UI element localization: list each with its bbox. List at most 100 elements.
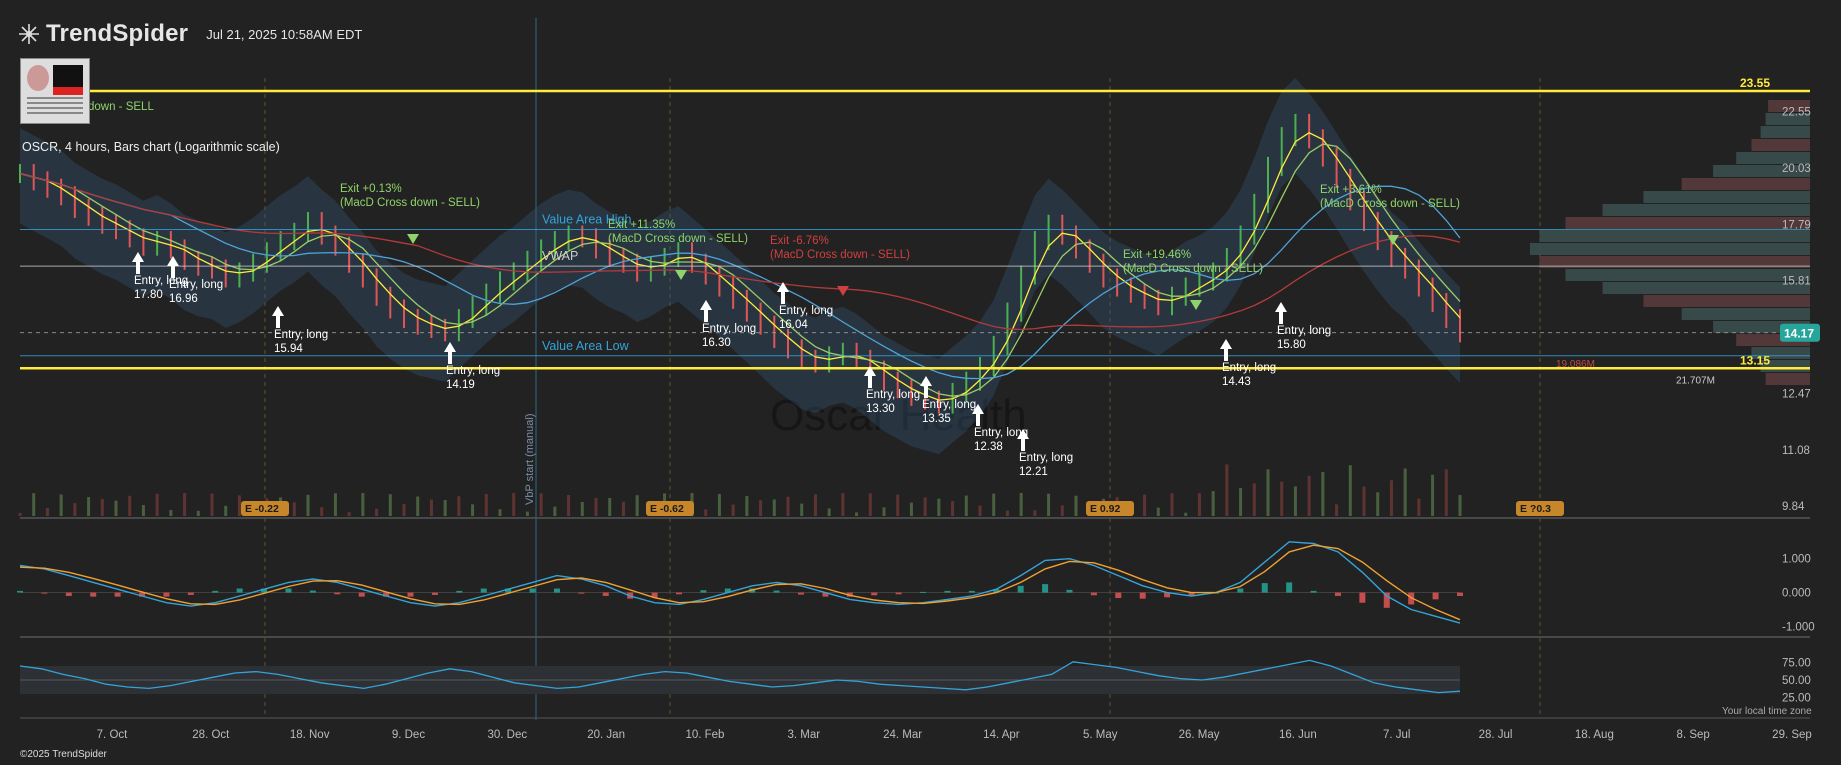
volume-bar <box>1389 480 1393 516</box>
macd-histogram-bar <box>724 588 731 593</box>
volume-bar <box>87 497 91 516</box>
x-axis-tick-label: 24. Mar <box>883 729 922 741</box>
x-axis-tick-label: 20. Jan <box>587 729 625 741</box>
entry-signal-label: Entry, long <box>779 305 833 317</box>
earnings-marker-label: E -0.22 <box>245 503 279 515</box>
volume-bar <box>471 504 475 516</box>
entry-arrow-icon <box>920 376 932 398</box>
entry-arrow-icon <box>777 282 789 304</box>
partial-signal-label: down - SELL <box>88 101 154 113</box>
macd-histogram-bar <box>1237 588 1244 593</box>
macd-histogram-bar <box>968 590 975 593</box>
macd-histogram-bar <box>602 592 609 596</box>
macd-histogram-bar <box>773 590 780 593</box>
volume-bar <box>18 513 22 516</box>
volume-profile-bar <box>1643 295 1810 307</box>
macd-histogram-bar <box>895 592 902 595</box>
volume-bar <box>1225 464 1229 516</box>
volume-bar <box>457 496 461 516</box>
x-axis-tick-label: 16. Jun <box>1279 729 1317 741</box>
entry-signal-label: Entry, long <box>1019 452 1073 464</box>
fast-ma-line <box>19 132 1461 401</box>
entry-signal-price: 16.96 <box>169 293 198 305</box>
volume-bar <box>1335 504 1339 516</box>
exit-arrow-icon <box>1387 235 1399 245</box>
volume-bar <box>759 500 763 516</box>
x-axis-tick-label: 9. Dec <box>392 729 425 741</box>
entry-signal-price: 15.94 <box>274 343 303 355</box>
macd-histogram-bar <box>1286 582 1293 593</box>
macd-histogram-bar <box>1164 592 1171 598</box>
volume-bar <box>1047 493 1051 516</box>
volume-bar <box>45 507 49 516</box>
thumbnail-image[interactable] <box>20 58 90 124</box>
volume-bar <box>169 510 173 516</box>
local-time-label: Your local time zone <box>1722 706 1812 717</box>
entry-signal-price: 16.30 <box>702 337 731 349</box>
volume-bar <box>1170 493 1174 516</box>
volume-bar <box>388 494 392 516</box>
earnings-marker <box>646 501 694 516</box>
macd-histogram-bar <box>139 592 146 597</box>
volume-bar <box>896 494 900 516</box>
entry-signal-price: 13.30 <box>866 403 895 415</box>
chart-watermark: Oscar Health <box>770 391 1027 440</box>
exit-signal-label: Exit +19.46% <box>1123 249 1191 261</box>
x-axis-tick-label: 8. Sep <box>1677 729 1710 741</box>
volume-bar <box>1252 483 1256 516</box>
exit-signal-label: Exit +0.13% <box>340 183 402 195</box>
entry-signal-label: Entry, long <box>446 365 500 377</box>
macd-histogram-bar <box>1432 592 1439 600</box>
volume-bar <box>333 493 337 516</box>
copyright: ©2025 TrendSpider <box>20 749 107 760</box>
last-price-badge <box>1780 323 1820 342</box>
entry-signal-label: Entry, long <box>274 329 328 341</box>
macd-histogram-bar <box>944 590 951 593</box>
volume-profile-bar <box>1530 243 1810 255</box>
volume-bar <box>594 497 598 516</box>
macd-histogram-bar <box>236 588 243 593</box>
volume-bar <box>717 493 721 516</box>
macd-histogram-bar <box>431 592 438 595</box>
volume-bar <box>567 495 571 516</box>
volume-bar <box>1293 486 1297 516</box>
volume-profile-bar <box>1565 269 1810 281</box>
volume-bar <box>443 500 447 516</box>
entry-signal-price: 16.04 <box>779 319 808 331</box>
macd-histogram-bar <box>358 592 365 597</box>
macd-histogram-bar <box>114 592 121 597</box>
volume-bar <box>1143 494 1147 516</box>
entry-arrow-icon <box>132 252 144 274</box>
x-axis-tick-label: 26. May <box>1179 729 1220 741</box>
exit-signal-label: Exit +11.35% <box>608 219 675 231</box>
macd-histogram-bar <box>871 592 878 596</box>
x-axis-tick-label: 3. Mar <box>787 729 820 741</box>
volume-bar <box>1005 510 1009 516</box>
last-price-label: 14.17 <box>1784 327 1814 341</box>
macd-histogram-bar <box>212 590 219 593</box>
earnings-marker <box>1516 501 1564 516</box>
volume-bar <box>964 495 968 516</box>
entry-arrow-icon <box>444 342 456 364</box>
volume-profile-bar <box>1539 230 1810 242</box>
brand-name: TrendSpider <box>46 20 189 47</box>
entry-signal-label: Entry, long <box>974 427 1028 439</box>
entry-signal-label: Entry, long <box>169 279 223 291</box>
volume-bar <box>1019 493 1023 516</box>
exit-signal-subtext: (MacD Cross down - SELL) <box>770 249 910 261</box>
volume-bar <box>1156 507 1160 516</box>
volume-bar <box>429 499 433 516</box>
macd-histogram-bar <box>1090 592 1097 596</box>
volume-bar <box>1184 512 1188 516</box>
volume-bar <box>59 494 63 516</box>
volume-bar <box>320 507 324 516</box>
volume-bar <box>855 512 859 516</box>
exit-signal-subtext: (MacD Cross down - SELL) <box>1320 198 1460 210</box>
volume-bar <box>923 497 927 516</box>
slow-ma-line <box>19 172 1461 380</box>
macd-histogram-bar <box>334 592 341 595</box>
macd-histogram-bar <box>383 592 390 597</box>
thumb-text-lines <box>27 97 83 117</box>
exit-signal-label: Exit +3.61% <box>1320 184 1382 196</box>
